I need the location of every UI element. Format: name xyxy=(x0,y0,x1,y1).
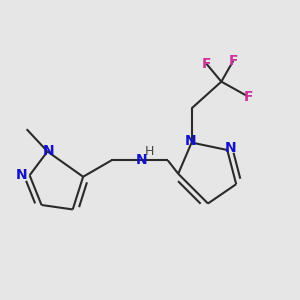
Text: F: F xyxy=(202,57,211,71)
Text: H: H xyxy=(145,145,154,158)
Text: N: N xyxy=(16,168,28,182)
Text: F: F xyxy=(229,54,238,68)
Text: N: N xyxy=(224,141,236,155)
Text: N: N xyxy=(135,153,147,167)
Text: F: F xyxy=(243,89,253,103)
Text: N: N xyxy=(43,145,54,158)
Text: N: N xyxy=(185,134,197,148)
